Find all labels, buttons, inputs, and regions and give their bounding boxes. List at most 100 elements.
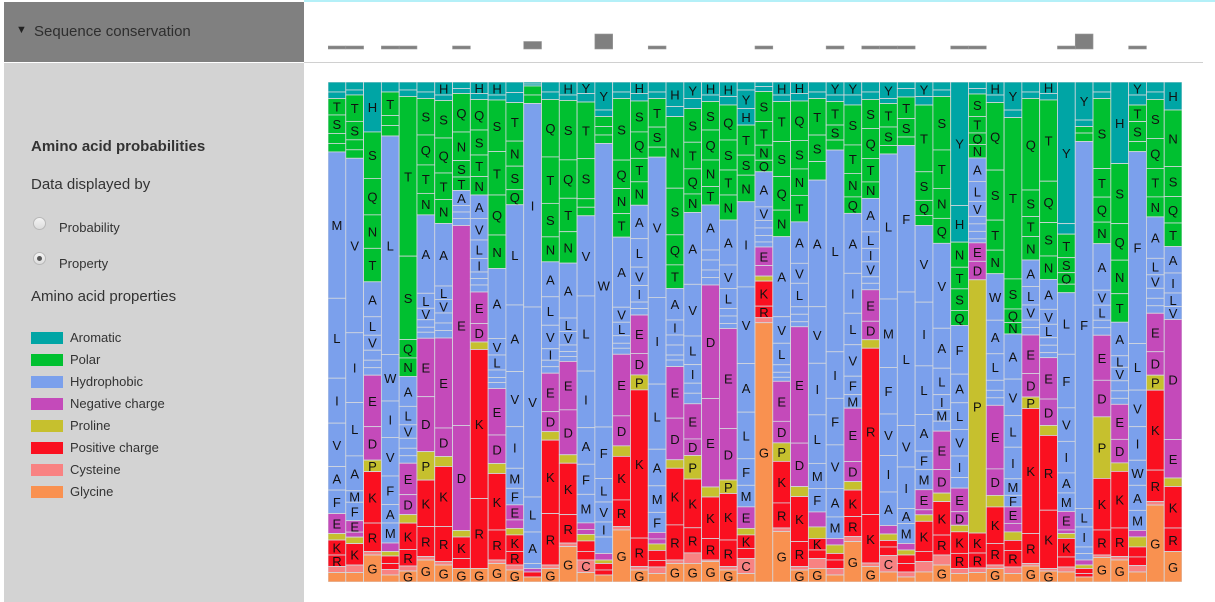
residue-label: E [457, 319, 466, 334]
residue-label: L [1116, 355, 1123, 370]
logo-column[interactable]: H Q S TN W AL E D KRG [985, 82, 1005, 582]
residue-label: N [670, 145, 679, 160]
logo-column[interactable]: H Q STN A VL E D PK RG [719, 82, 738, 582]
logo-column[interactable]: T NSQ L A V I MFE KRG [505, 82, 525, 582]
logo-column[interactable]: Q T SNA LVI ED K R G [541, 82, 560, 582]
logo-column[interactable]: TS V I L A MF [647, 82, 667, 582]
residue-label: Q [545, 121, 555, 136]
residue-segment-I [612, 335, 631, 344]
residue-label: A [546, 272, 555, 287]
residue-label: S [1169, 175, 1178, 190]
residue-label: S [510, 171, 519, 186]
residue-label: E [546, 385, 555, 400]
logo-column[interactable]: YTS L M F V I A C [879, 82, 898, 582]
radio-probability[interactable] [33, 217, 46, 230]
collapse-triangle-icon[interactable]: ▼ [16, 24, 27, 36]
logo-column[interactable]: S T NQ V A LIM E D KRG [932, 82, 952, 582]
logo-column[interactable]: H S Q N T ALV ED K RG [1110, 82, 1130, 582]
residue-label: K [777, 475, 786, 490]
residue-label: Q [955, 311, 965, 326]
properties-title: Amino acid properties [31, 288, 177, 305]
logo-column[interactable]: H S Q N T ALV E DP K R G [363, 82, 382, 582]
logo-column[interactable]: S QNT A VL E D K R G [612, 82, 631, 582]
residue-label: R [795, 547, 804, 562]
logo-column[interactable]: Y S TNQ A I L VFM E D KR G [843, 82, 863, 582]
residue-label: L [387, 238, 394, 253]
residue-label: E [688, 414, 697, 429]
logo-column[interactable]: T S A V I L MF K G [807, 82, 827, 582]
residue-label: A [849, 236, 858, 251]
legend-label: Positive charge [70, 440, 159, 455]
radio-property-label[interactable]: Property [59, 256, 109, 271]
logo-column[interactable]: Y S TQN A V LI EDP K R G [683, 82, 703, 582]
residue-label: D [546, 415, 555, 430]
residue-label: D [457, 471, 466, 486]
residue-label: L [938, 374, 945, 389]
residue-label: K [1151, 423, 1160, 438]
residue-segment-Y [541, 82, 560, 93]
residue-label: D [1115, 444, 1124, 459]
logo-column[interactable]: I V L A [523, 82, 542, 582]
residue-segment-H [647, 91, 667, 99]
logo-column[interactable]: H T S QN A VL E DPK R G [772, 82, 791, 582]
logo-column[interactable]: YTS L I F V AM [825, 82, 845, 582]
radio-probability-label[interactable]: Probability [59, 220, 120, 235]
residue-label: I [1171, 276, 1175, 291]
logo-column[interactable]: H S T Q N A VL E D K RG [487, 82, 507, 582]
residue-label: K [991, 518, 1000, 533]
logo-column[interactable]: S TQN A VL E D P K RG [1092, 82, 1112, 582]
residue-label: Q [492, 208, 502, 223]
residue-segment-P [932, 492, 952, 502]
residue-label: S [350, 124, 359, 139]
logo-column[interactable]: Y F LI [1074, 82, 1094, 582]
residue-segment-P [1039, 425, 1058, 436]
residue-label: N [706, 166, 715, 181]
residue-segment-P [469, 341, 489, 350]
residue-label: S [1009, 287, 1018, 302]
residue-label: A [1062, 476, 1071, 491]
residue-label: V [493, 340, 502, 355]
residue-label: L [654, 410, 661, 425]
residue-label: N [937, 196, 946, 211]
residue-label: E [724, 372, 733, 387]
logo-column[interactable]: TS F L V IAM [896, 82, 916, 582]
radio-property[interactable] [33, 252, 46, 265]
residue-label: T [457, 177, 465, 192]
logo-column[interactable]: H Q SNT AVL E D K RG [790, 82, 809, 582]
logo-column[interactable]: Y T S V L I A FM C [576, 82, 596, 582]
residue-label: N [421, 197, 430, 212]
residue-label: R [955, 554, 964, 569]
logo-column[interactable]: Y W F LVI [594, 82, 614, 582]
residue-segment-Y [328, 82, 347, 93]
residue-label: F [1134, 241, 1142, 256]
sequence-conservation-header[interactable]: ▼ Sequence conservation [4, 2, 304, 62]
residue-label: A [1098, 260, 1107, 275]
logo-column[interactable]: T L W I V FAM [380, 82, 400, 582]
residue-segment-H [932, 89, 952, 97]
residue-segment-M [469, 271, 489, 279]
